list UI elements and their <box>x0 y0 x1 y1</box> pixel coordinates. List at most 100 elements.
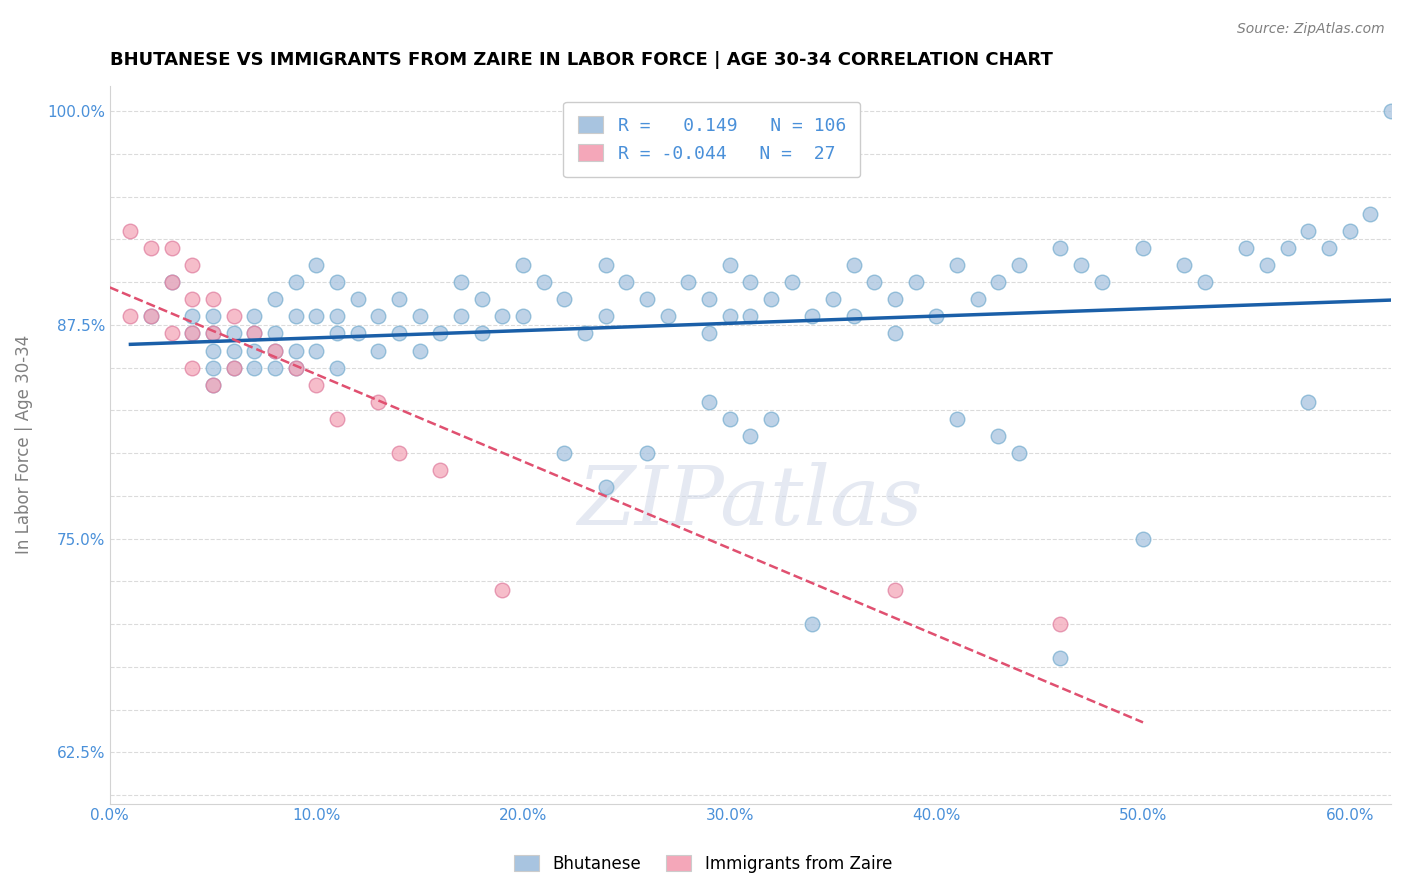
Y-axis label: In Labor Force | Age 30-34: In Labor Force | Age 30-34 <box>15 334 32 554</box>
Point <box>264 292 287 306</box>
Point <box>367 310 389 324</box>
Point <box>326 310 349 324</box>
Point <box>160 275 183 289</box>
Point <box>284 360 307 375</box>
Point <box>388 292 411 306</box>
Point <box>450 275 472 289</box>
Point <box>718 310 741 324</box>
Point <box>946 258 969 272</box>
Point <box>243 360 266 375</box>
Point <box>884 326 907 341</box>
Point <box>120 310 142 324</box>
Point <box>202 377 225 392</box>
Point <box>243 343 266 358</box>
Text: Source: ZipAtlas.com: Source: ZipAtlas.com <box>1237 22 1385 37</box>
Point <box>222 310 245 324</box>
Point <box>181 326 204 341</box>
Point <box>202 326 225 341</box>
Point <box>842 258 865 272</box>
Point <box>533 275 555 289</box>
Point <box>181 326 204 341</box>
Point <box>678 275 700 289</box>
Point <box>925 310 948 324</box>
Point <box>326 360 349 375</box>
Point <box>181 360 204 375</box>
Point <box>305 377 328 392</box>
Point <box>512 310 534 324</box>
Point <box>346 326 368 341</box>
Point <box>636 446 658 460</box>
Point <box>160 326 183 341</box>
Point <box>429 326 451 341</box>
Point <box>388 446 411 460</box>
Legend: Bhutanese, Immigrants from Zaire: Bhutanese, Immigrants from Zaire <box>508 848 898 880</box>
Point <box>202 360 225 375</box>
Point <box>222 360 245 375</box>
Point <box>780 275 803 289</box>
Point <box>1008 446 1031 460</box>
Point <box>1277 241 1299 255</box>
Point <box>305 258 328 272</box>
Point <box>740 429 762 443</box>
Point <box>595 310 617 324</box>
Point <box>1234 241 1257 255</box>
Point <box>801 310 824 324</box>
Point <box>1173 258 1195 272</box>
Point <box>987 429 1010 443</box>
Point <box>388 326 411 341</box>
Point <box>367 343 389 358</box>
Point <box>409 343 432 358</box>
Point <box>863 275 886 289</box>
Point <box>1256 258 1278 272</box>
Point <box>1049 651 1071 665</box>
Point <box>801 617 824 632</box>
Point <box>616 275 638 289</box>
Point <box>243 326 266 341</box>
Point <box>222 326 245 341</box>
Point <box>326 326 349 341</box>
Point <box>222 343 245 358</box>
Point <box>1194 275 1216 289</box>
Point <box>139 310 162 324</box>
Point <box>1360 207 1382 221</box>
Point <box>409 310 432 324</box>
Point <box>450 310 472 324</box>
Point <box>491 582 513 597</box>
Point <box>139 310 162 324</box>
Point <box>842 310 865 324</box>
Point <box>160 241 183 255</box>
Point <box>139 241 162 255</box>
Point <box>429 463 451 477</box>
Point <box>595 258 617 272</box>
Point <box>884 292 907 306</box>
Point <box>966 292 988 306</box>
Point <box>305 310 328 324</box>
Point <box>1298 394 1320 409</box>
Point <box>264 360 287 375</box>
Point <box>946 412 969 426</box>
Point <box>740 310 762 324</box>
Point <box>1317 241 1340 255</box>
Point <box>987 275 1010 289</box>
Point <box>553 292 575 306</box>
Point <box>264 343 287 358</box>
Point <box>181 258 204 272</box>
Point <box>512 258 534 272</box>
Point <box>181 292 204 306</box>
Legend: R =   0.149   N = 106, R = -0.044   N =  27: R = 0.149 N = 106, R = -0.044 N = 27 <box>564 102 860 178</box>
Point <box>284 310 307 324</box>
Point <box>1049 241 1071 255</box>
Point <box>1070 258 1092 272</box>
Point <box>264 343 287 358</box>
Point <box>326 275 349 289</box>
Point <box>574 326 596 341</box>
Point <box>491 310 513 324</box>
Point <box>471 326 494 341</box>
Point <box>1049 617 1071 632</box>
Point <box>284 343 307 358</box>
Text: ZIPatlas: ZIPatlas <box>578 462 924 542</box>
Point <box>222 360 245 375</box>
Point <box>326 412 349 426</box>
Point <box>181 310 204 324</box>
Point <box>759 412 782 426</box>
